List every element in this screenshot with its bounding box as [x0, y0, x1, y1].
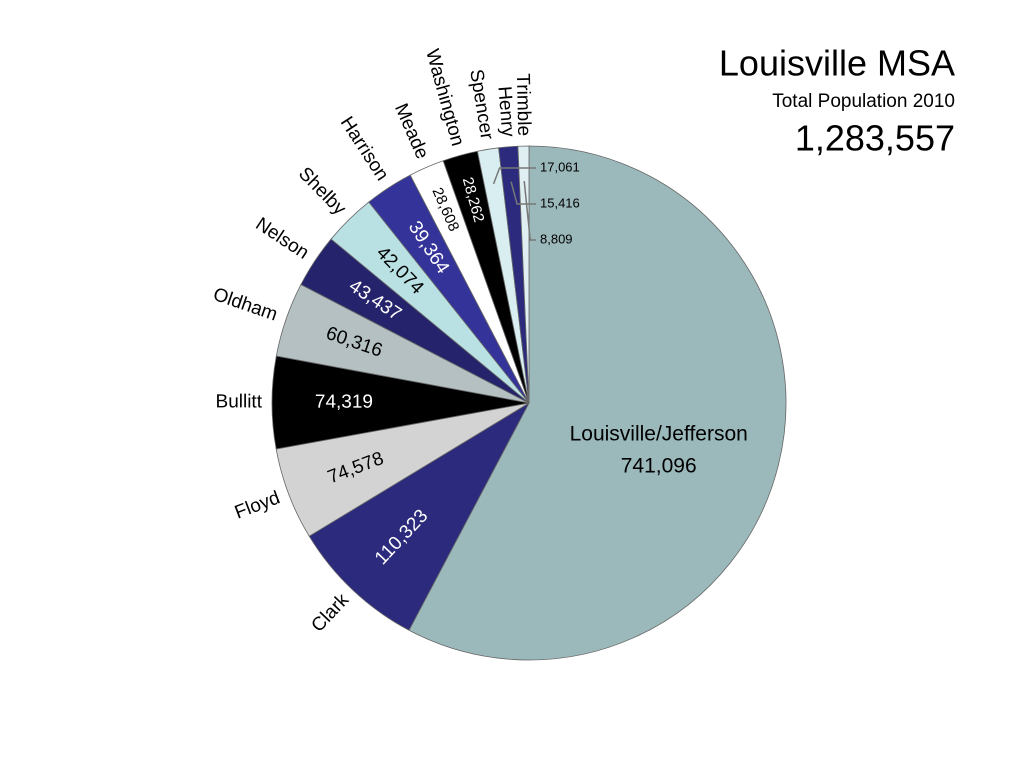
value-label: 74,319	[315, 392, 373, 413]
pie-slice	[408, 145, 787, 661]
category-label: Meade	[390, 101, 432, 163]
category-label: Clark	[307, 589, 353, 636]
chart-subtitle: Total Population 2010	[772, 91, 955, 112]
category-label: Henry	[493, 85, 518, 138]
total-annotation: 1,283,557	[795, 118, 955, 159]
category-label: Oldham	[210, 284, 280, 326]
leader-line	[523, 180, 536, 241]
chart-title: Louisville MSA	[719, 43, 955, 84]
category-label: Nelson	[252, 214, 313, 264]
category-label: Spencer	[465, 68, 497, 142]
category-label: Trimble	[512, 73, 534, 136]
pie-slice	[308, 401, 531, 631]
value-label: 8,809	[540, 231, 573, 246]
category-label: Bullitt	[216, 391, 263, 412]
leader-line	[510, 181, 536, 205]
value-label: 741,096	[621, 455, 697, 478]
value-label: 17,061	[540, 159, 580, 174]
category-label: Harrison	[336, 113, 393, 185]
value-label: 15,416	[540, 195, 580, 210]
category-label: Shelby	[294, 163, 350, 220]
pie	[271, 145, 787, 661]
category-label: Washington	[421, 47, 468, 149]
pie-slice	[517, 145, 530, 404]
slice-label: Louisville/Jefferson	[570, 423, 748, 446]
category-label: Floyd	[232, 487, 283, 523]
leader-line	[492, 167, 536, 185]
